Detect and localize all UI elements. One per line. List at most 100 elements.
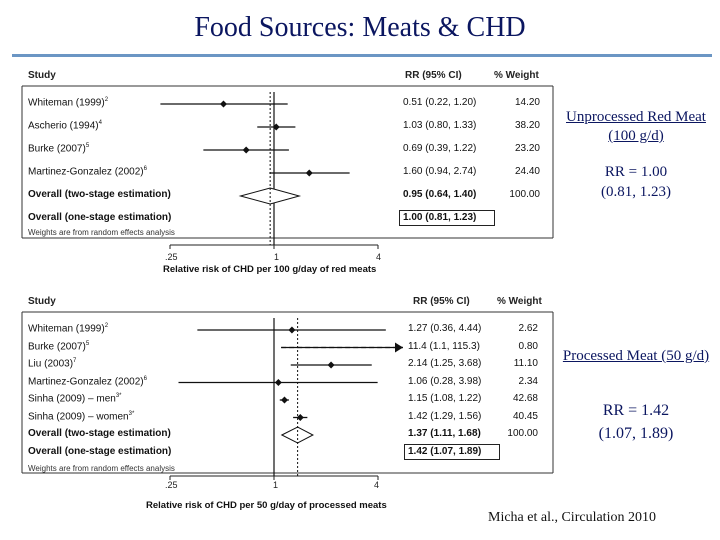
study-name: Martinez-Gonzalez (2002) (28, 375, 144, 387)
study-label: Martinez-Gonzalez (2002)6 (28, 166, 147, 177)
weight-value: 11.10 (513, 358, 538, 369)
study-label: Burke (2007)5 (28, 143, 89, 154)
rr-ci-value: 1.27 (0.36, 4.44) (408, 323, 482, 334)
x-axis-label: Relative risk of CHD per 50 g/day of pro… (146, 500, 387, 511)
side-ci-red-meat: (0.81, 1.23) (601, 184, 671, 200)
forest-plot-red-meat: Study RR (95% CI) % Weight Weights are f… (20, 62, 555, 280)
study-label: Martinez-Gonzalez (2002)6 (28, 376, 147, 387)
header-study: Study (28, 70, 56, 81)
study-name: Sinha (2009) – women (28, 410, 129, 422)
weight-value: 100.00 (507, 428, 538, 439)
rr-ci-value: 11.4 (1.1, 115.3) (408, 340, 480, 352)
reference-superscript: 5 (85, 340, 90, 347)
rr-ci-value: 0.69 (0.39, 1.22) (403, 143, 477, 154)
side-heading-processed-meat: Processed Meat (50 g/d) (562, 348, 710, 364)
one-stage-estimate-box (404, 443, 500, 460)
header-rr: RR (95% CI) (405, 70, 462, 81)
study-label: Overall (one-stage estimation) (28, 446, 171, 457)
rr-ci-value: 1.42 (1.07, 1.89) (408, 445, 482, 457)
reference-superscript: 5 (85, 143, 90, 149)
study-label: Whiteman (1999)2 (28, 97, 108, 108)
citation: Micha et al., Circulation 2010 (488, 510, 656, 525)
header-weight: % Weight (497, 296, 542, 307)
rr-ci-value: 1.06 (0.28, 3.98) (408, 375, 482, 387)
weights-note: Weights are from random effects analysis (28, 464, 175, 473)
weight-value: 24.40 (514, 166, 540, 177)
study-label: Overall (two-stage estimation) (28, 189, 171, 200)
reference-superscript: 2 (104, 97, 109, 103)
weight-value: 2.62 (518, 323, 538, 334)
study-label: Sinha (2009) – men3* (28, 393, 122, 404)
point-estimate (280, 396, 288, 404)
x-axis-label: Relative risk of CHD per 100 g/day of re… (163, 264, 377, 275)
slide-title: Food Sources: Meats & CHD (194, 12, 526, 43)
study-name: Whiteman (1999) (28, 323, 105, 335)
study-name: Overall (one-stage estimation) (28, 212, 172, 223)
study-label: Whiteman (1999)2 (28, 323, 108, 334)
weights-note: Weights are from random effects analysis (28, 228, 175, 237)
one-stage-estimate-box (399, 210, 495, 226)
weight-value: 100.00 (509, 189, 540, 200)
study-name: Burke (2007) (28, 340, 86, 352)
point-estimate (288, 326, 296, 334)
side-heading-red-meat: Unprocessed Red Meat (100 g/d) (566, 109, 706, 144)
tick-label: .25 (165, 252, 178, 262)
reference-superscript: 2 (104, 323, 109, 329)
header-rr: RR (95% CI) (413, 296, 470, 307)
title-rule (12, 54, 712, 57)
point-estimate (272, 123, 280, 131)
point-estimate (242, 146, 250, 154)
study-name: Ascherio (1994) (28, 120, 99, 132)
side-rr-red-meat: RR = 1.00 (604, 164, 668, 180)
weight-value: 42.68 (512, 393, 538, 404)
tick-label: 4 (376, 252, 382, 262)
study-name: Overall (two-stage estimation) (28, 428, 171, 439)
rr-ci-value: 1.00 (0.81, 1.23) (403, 212, 477, 223)
reference-superscript: 3* (128, 410, 135, 417)
side-rr-processed-meat: RR = 1.42 (602, 402, 670, 419)
study-name: Overall (two-stage estimation) (28, 189, 171, 200)
weight-value: 23.20 (514, 143, 540, 154)
point-estimate (219, 100, 227, 108)
rr-ci-value: 0.51 (0.22, 1.20) (403, 97, 477, 108)
study-name: Liu (2003) (28, 358, 74, 370)
tick-label: .25 (165, 480, 178, 490)
rr-ci-value: 0.95 (0.64, 1.40) (403, 189, 477, 200)
study-name: Martinez-Gonzalez (2002) (28, 166, 144, 178)
tick-label: 4 (374, 480, 380, 490)
weight-value: 0.80 (518, 340, 538, 352)
point-estimate (296, 414, 304, 421)
header-study: Study (28, 296, 56, 307)
study-label: Burke (2007)5 (28, 341, 89, 352)
study-label: Sinha (2009) – women3* (28, 411, 134, 422)
point-estimate (327, 361, 335, 369)
study-label: Liu (2003)7 (28, 358, 76, 369)
study-label: Overall (one-stage estimation) (28, 212, 171, 223)
side-ci-processed-meat: (1.07, 1.89) (598, 425, 674, 442)
rr-ci-value: 1.37 (1.11, 1.68) (408, 428, 481, 439)
study-name: Burke (2007) (28, 143, 86, 155)
tick-label: 1 (273, 480, 279, 490)
reference-superscript: 3* (115, 393, 122, 399)
point-estimate (305, 169, 313, 177)
rr-ci-value: 1.42 (1.29, 1.56) (408, 410, 482, 422)
point-estimate (274, 379, 282, 386)
reference-superscript: 6 (143, 375, 147, 382)
forest-plot-svg-red-meat (21, 85, 554, 249)
weight-value: 38.20 (514, 120, 540, 131)
tick-label: 1 (274, 252, 280, 262)
study-name: Whiteman (1999) (28, 97, 105, 109)
rr-ci-value: 1.15 (1.08, 1.22) (408, 393, 482, 404)
rr-ci-value: 2.14 (1.25, 3.68) (408, 358, 482, 369)
forest-plot-processed-meat: Study RR (95% CI) % Weight Weights are f… (20, 290, 555, 520)
study-label: Overall (two-stage estimation) (28, 428, 171, 439)
forest-plot-svg-processed-meat (21, 311, 554, 480)
reference-superscript: 6 (143, 166, 147, 172)
rr-ci-value: 1.03 (0.80, 1.33) (403, 120, 477, 131)
header-weight: % Weight (494, 70, 539, 81)
weight-value: 14.20 (514, 97, 540, 108)
study-name: Overall (one-stage estimation) (28, 445, 172, 457)
reference-superscript: 7 (73, 358, 77, 364)
reference-superscript: 4 (98, 120, 102, 126)
rr-ci-value: 1.60 (0.94, 2.74) (403, 166, 477, 177)
